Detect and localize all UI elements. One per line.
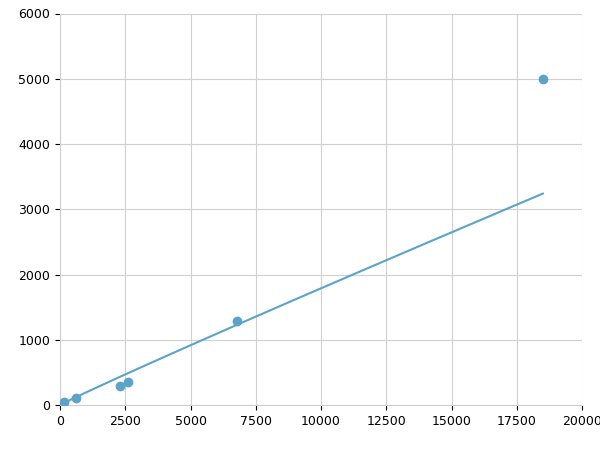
Point xyxy=(538,75,548,82)
Point xyxy=(59,398,69,405)
Point xyxy=(115,382,125,389)
Point xyxy=(71,395,81,402)
Point xyxy=(123,378,133,386)
Point xyxy=(233,317,242,324)
